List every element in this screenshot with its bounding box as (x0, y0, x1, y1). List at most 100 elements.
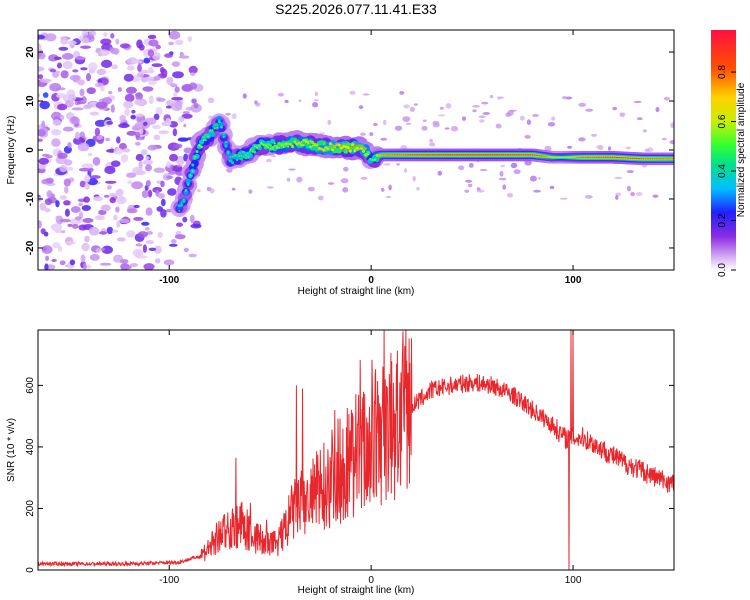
ridge-cell (451, 154, 454, 156)
noise-blob (145, 207, 153, 216)
ridge-cell (535, 154, 539, 156)
noise-blob (179, 51, 184, 57)
ridge-cell (493, 154, 496, 156)
ridge-cell (646, 158, 650, 160)
ridge-cell (289, 143, 292, 146)
ridge-cell (469, 154, 472, 156)
ridge-cell (420, 154, 423, 156)
speckle (412, 176, 416, 182)
noise-blob (147, 144, 158, 151)
ridge-cell (187, 184, 190, 186)
ridge-cell (398, 154, 401, 156)
noise-blob (106, 226, 114, 235)
speckle (468, 162, 474, 168)
noise-blob (143, 121, 148, 126)
ridge-cell (247, 156, 250, 158)
x-tick-label: -100 (159, 575, 179, 586)
y-tick-label: -20 (25, 240, 36, 255)
noise-blob (171, 96, 184, 101)
ridge-cell (538, 155, 541, 157)
speckle (633, 100, 642, 104)
noise-blob (148, 66, 154, 74)
ridge-cell (244, 156, 248, 160)
noise-blob (167, 188, 177, 196)
noise-blob (50, 223, 63, 231)
noise-blob (191, 98, 197, 104)
noise-blob (165, 105, 173, 109)
ridge-cell (327, 148, 329, 151)
speckle (349, 90, 356, 95)
ridge-cell (473, 154, 476, 156)
ridge-cell (198, 139, 205, 145)
ridge-cell (185, 178, 191, 184)
noise-blob (113, 147, 123, 155)
colorbar-tick-label: 0.2 (717, 213, 728, 227)
ridge-cell (649, 158, 652, 160)
ridge-cell (251, 147, 255, 151)
noise-blob (59, 218, 72, 223)
ridge-cell (602, 156, 605, 158)
ridge-cell (193, 156, 197, 160)
ridge-cell (256, 146, 258, 149)
speckle (661, 137, 667, 141)
snr-y-label: SNR (10 * v/v) (6, 418, 17, 482)
ridge-cell (440, 154, 443, 156)
ridge-cell (522, 154, 525, 156)
noise-blob (123, 73, 134, 82)
noise-blob (44, 198, 53, 206)
noise-blob (94, 127, 101, 137)
ridge-cell (373, 158, 376, 161)
speckle (537, 176, 541, 180)
noise-blob (38, 196, 43, 203)
ridge-cell (513, 154, 516, 156)
noise-blob (115, 188, 124, 197)
noise-blob (144, 227, 150, 231)
noise-blob (170, 239, 177, 244)
ridge-cell (349, 145, 352, 148)
ridge-cell (258, 144, 261, 147)
noise-blob (54, 70, 61, 74)
noise-blob (38, 43, 42, 52)
speckle (369, 132, 374, 137)
speckle (226, 167, 233, 173)
noise-blob (156, 97, 166, 102)
ridge-cell (271, 147, 275, 151)
ridge-cell (606, 156, 610, 158)
noise-blob (64, 159, 73, 166)
ridge-cell (504, 154, 507, 156)
noise-blob (55, 215, 60, 221)
ridge-cell (671, 158, 674, 160)
noise-blob (70, 206, 81, 213)
ridge-cell (495, 154, 498, 156)
snr-panel: -100 0 100 0 200 400 600 Height of straight li… (6, 329, 675, 596)
noise-blob (84, 174, 91, 183)
noise-blob (72, 69, 79, 73)
ridge-cell (529, 154, 532, 156)
noise-blob (101, 59, 113, 68)
ridge-cell (391, 154, 394, 156)
speckle (561, 96, 568, 100)
speckle (596, 145, 602, 149)
noise-blob (141, 190, 149, 199)
noise-blob (45, 255, 50, 261)
noise-blob (147, 34, 157, 40)
ridge-cell (626, 157, 630, 159)
x-tick-label: 0 (368, 275, 374, 286)
speckle (429, 142, 436, 147)
noise-blob (67, 40, 77, 45)
noise-blob (67, 142, 72, 149)
ridge-cell (655, 158, 658, 160)
noise-blob (144, 117, 157, 125)
ridge-cell (542, 155, 545, 157)
noise-blob (79, 180, 86, 188)
noise-blob (169, 153, 178, 162)
x-tick-label: -100 (159, 275, 179, 286)
noise-blob (100, 38, 112, 45)
noise-blob (51, 259, 57, 262)
noise-blob (100, 247, 105, 251)
ridge-cell (270, 138, 276, 144)
noise-blob (59, 114, 65, 121)
noise-blob (148, 247, 157, 251)
